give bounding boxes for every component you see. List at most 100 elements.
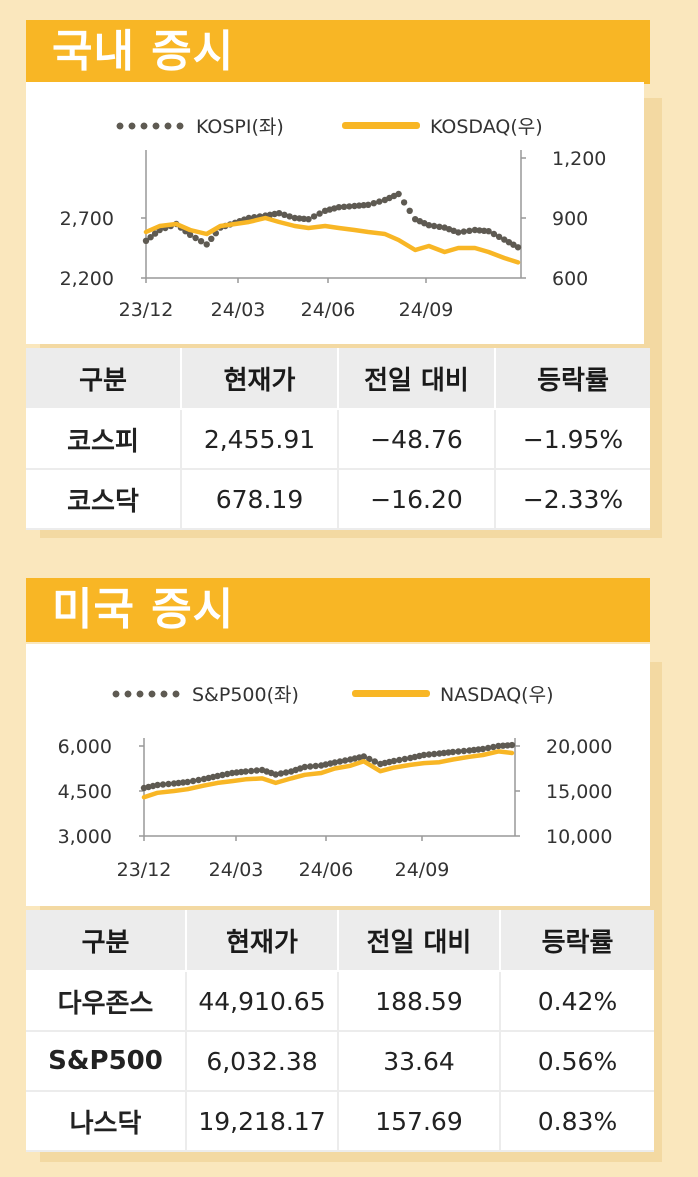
domestic-table: 구분 현재가 전일 대비 등락률 코스피 2,455.91 −48.76 −1.95% 코스닥… xyxy=(26,348,650,530)
series-point xyxy=(275,210,283,217)
series-point xyxy=(186,231,194,238)
series-point xyxy=(400,199,408,206)
series-point xyxy=(291,214,298,222)
series-point xyxy=(248,767,255,775)
solid-series-line xyxy=(141,749,515,800)
series-point xyxy=(197,238,205,245)
sp500-legend: S&P500(좌) xyxy=(110,680,299,707)
series-point xyxy=(340,203,348,210)
series-point xyxy=(142,237,150,244)
series-point xyxy=(490,230,498,238)
column-header: 구분 xyxy=(26,348,182,410)
table-row: 다우존스 44,910.65 188.59 0.42% xyxy=(26,971,654,1032)
table-header-row: 구분 현재가 전일 대비 등락률 xyxy=(26,910,654,972)
left-y-tick-label: 4,500 xyxy=(58,781,112,803)
series-point xyxy=(272,771,279,778)
series-point xyxy=(301,763,308,771)
value-cell: 188.59 xyxy=(338,971,501,1032)
table-row: 코스닥 678.19 −16.20 −2.33% xyxy=(26,469,650,530)
series-point xyxy=(484,744,492,752)
index-name-cell: S&P500 xyxy=(26,1031,187,1092)
sp500-legend-label: S&P500(좌) xyxy=(192,684,299,706)
series-point xyxy=(355,202,363,209)
column-header: 전일 대비 xyxy=(338,348,496,410)
series-point xyxy=(401,755,408,763)
kospi-legend: KOSPI(좌) xyxy=(114,112,284,139)
x-tick-label: 24/09 xyxy=(395,859,450,881)
value-cell: 0.83% xyxy=(500,1091,654,1152)
series-point xyxy=(466,227,473,234)
series-point xyxy=(310,213,318,220)
series-point xyxy=(508,741,516,749)
series-point xyxy=(277,770,285,777)
right-y-tick-label: 15,000 xyxy=(546,781,612,803)
series-point xyxy=(366,755,373,763)
series-point xyxy=(436,223,443,230)
series-point xyxy=(431,750,438,758)
series-point xyxy=(514,244,522,251)
x-tick-label: 23/12 xyxy=(117,859,172,881)
column-header: 전일 대비 xyxy=(338,910,501,972)
dotted-line-legend-icon xyxy=(114,121,186,130)
dotted-series-left xyxy=(142,190,522,251)
value-cell: 157.69 xyxy=(338,1091,501,1152)
series-point xyxy=(476,227,483,234)
left-y-tick-label: 6,000 xyxy=(58,736,112,758)
series-point xyxy=(307,763,314,770)
kosdaq-legend-label: KOSDAQ(우) xyxy=(430,116,543,138)
us-table: 구분 현재가 전일 대비 등락률 다우존스 44,910.65 188.59 0.42% S&… xyxy=(26,910,654,1152)
series-point xyxy=(376,198,383,205)
series-point xyxy=(184,778,191,786)
series-point xyxy=(370,200,377,207)
series-point xyxy=(341,757,349,764)
value-cell: 0.56% xyxy=(500,1031,654,1092)
domestic-chart-panel: KOSPI(좌) KOSDAQ(우) 2,200 2,700 600 900 1,200… xyxy=(26,82,644,344)
series-point xyxy=(286,213,293,220)
table-header-row: 구분 현재가 전일 대비 등락률 xyxy=(26,348,650,410)
series-point xyxy=(242,768,249,775)
series-point xyxy=(471,226,479,234)
series-point xyxy=(147,234,154,241)
value-cell: −16.20 xyxy=(338,469,496,530)
series-point xyxy=(495,742,502,750)
column-header: 현재가 xyxy=(181,348,339,410)
dotted-series-left xyxy=(140,741,516,792)
series-point xyxy=(425,751,433,758)
value-cell: −1.95% xyxy=(495,409,650,470)
left-y-tick-label: 2,200 xyxy=(60,268,114,290)
column-header: 등락률 xyxy=(495,348,650,410)
x-tick-label: 24/06 xyxy=(299,859,354,881)
kospi-legend-label: KOSPI(좌) xyxy=(196,116,284,138)
us-section-title: 미국 증시 xyxy=(26,578,650,642)
series-point xyxy=(485,228,492,235)
dotted-line-legend-icon xyxy=(110,689,182,698)
series-point xyxy=(396,756,403,764)
us-line-chart: 3,000 4,500 6,000 10,000 15,000 20,000 23/12 24… xyxy=(58,736,613,881)
index-name-cell: 코스닥 xyxy=(26,469,182,530)
nasdaq-legend-label: NASDAQ(우) xyxy=(440,684,554,706)
series-point xyxy=(460,747,468,755)
series-point xyxy=(154,781,161,789)
x-tick-label: 24/06 xyxy=(301,299,356,321)
series-point xyxy=(253,767,260,774)
value-cell: 33.64 xyxy=(338,1031,501,1092)
left-y-tick-label: 2,700 xyxy=(60,208,114,230)
series-point xyxy=(346,203,353,210)
domestic-section-title: 국내 증시 xyxy=(26,20,650,84)
series-point xyxy=(406,207,413,214)
series-point xyxy=(479,745,487,753)
table-row: 코스피 2,455.91 −48.76 −1.95% xyxy=(26,409,650,470)
series-point xyxy=(281,211,288,218)
value-cell: 678.19 xyxy=(181,469,339,530)
solid-line-legend-icon xyxy=(342,122,420,129)
series-point xyxy=(365,201,372,208)
value-cell: −48.76 xyxy=(338,409,496,470)
left-y-tick-label: 3,000 xyxy=(58,826,112,848)
series-point xyxy=(351,202,358,210)
series-point xyxy=(214,772,221,780)
index-name-cell: 다우존스 xyxy=(26,971,187,1032)
series-point xyxy=(425,222,433,229)
series-point xyxy=(208,235,215,242)
series-point xyxy=(192,234,199,242)
x-tick-label: 24/09 xyxy=(399,299,454,321)
